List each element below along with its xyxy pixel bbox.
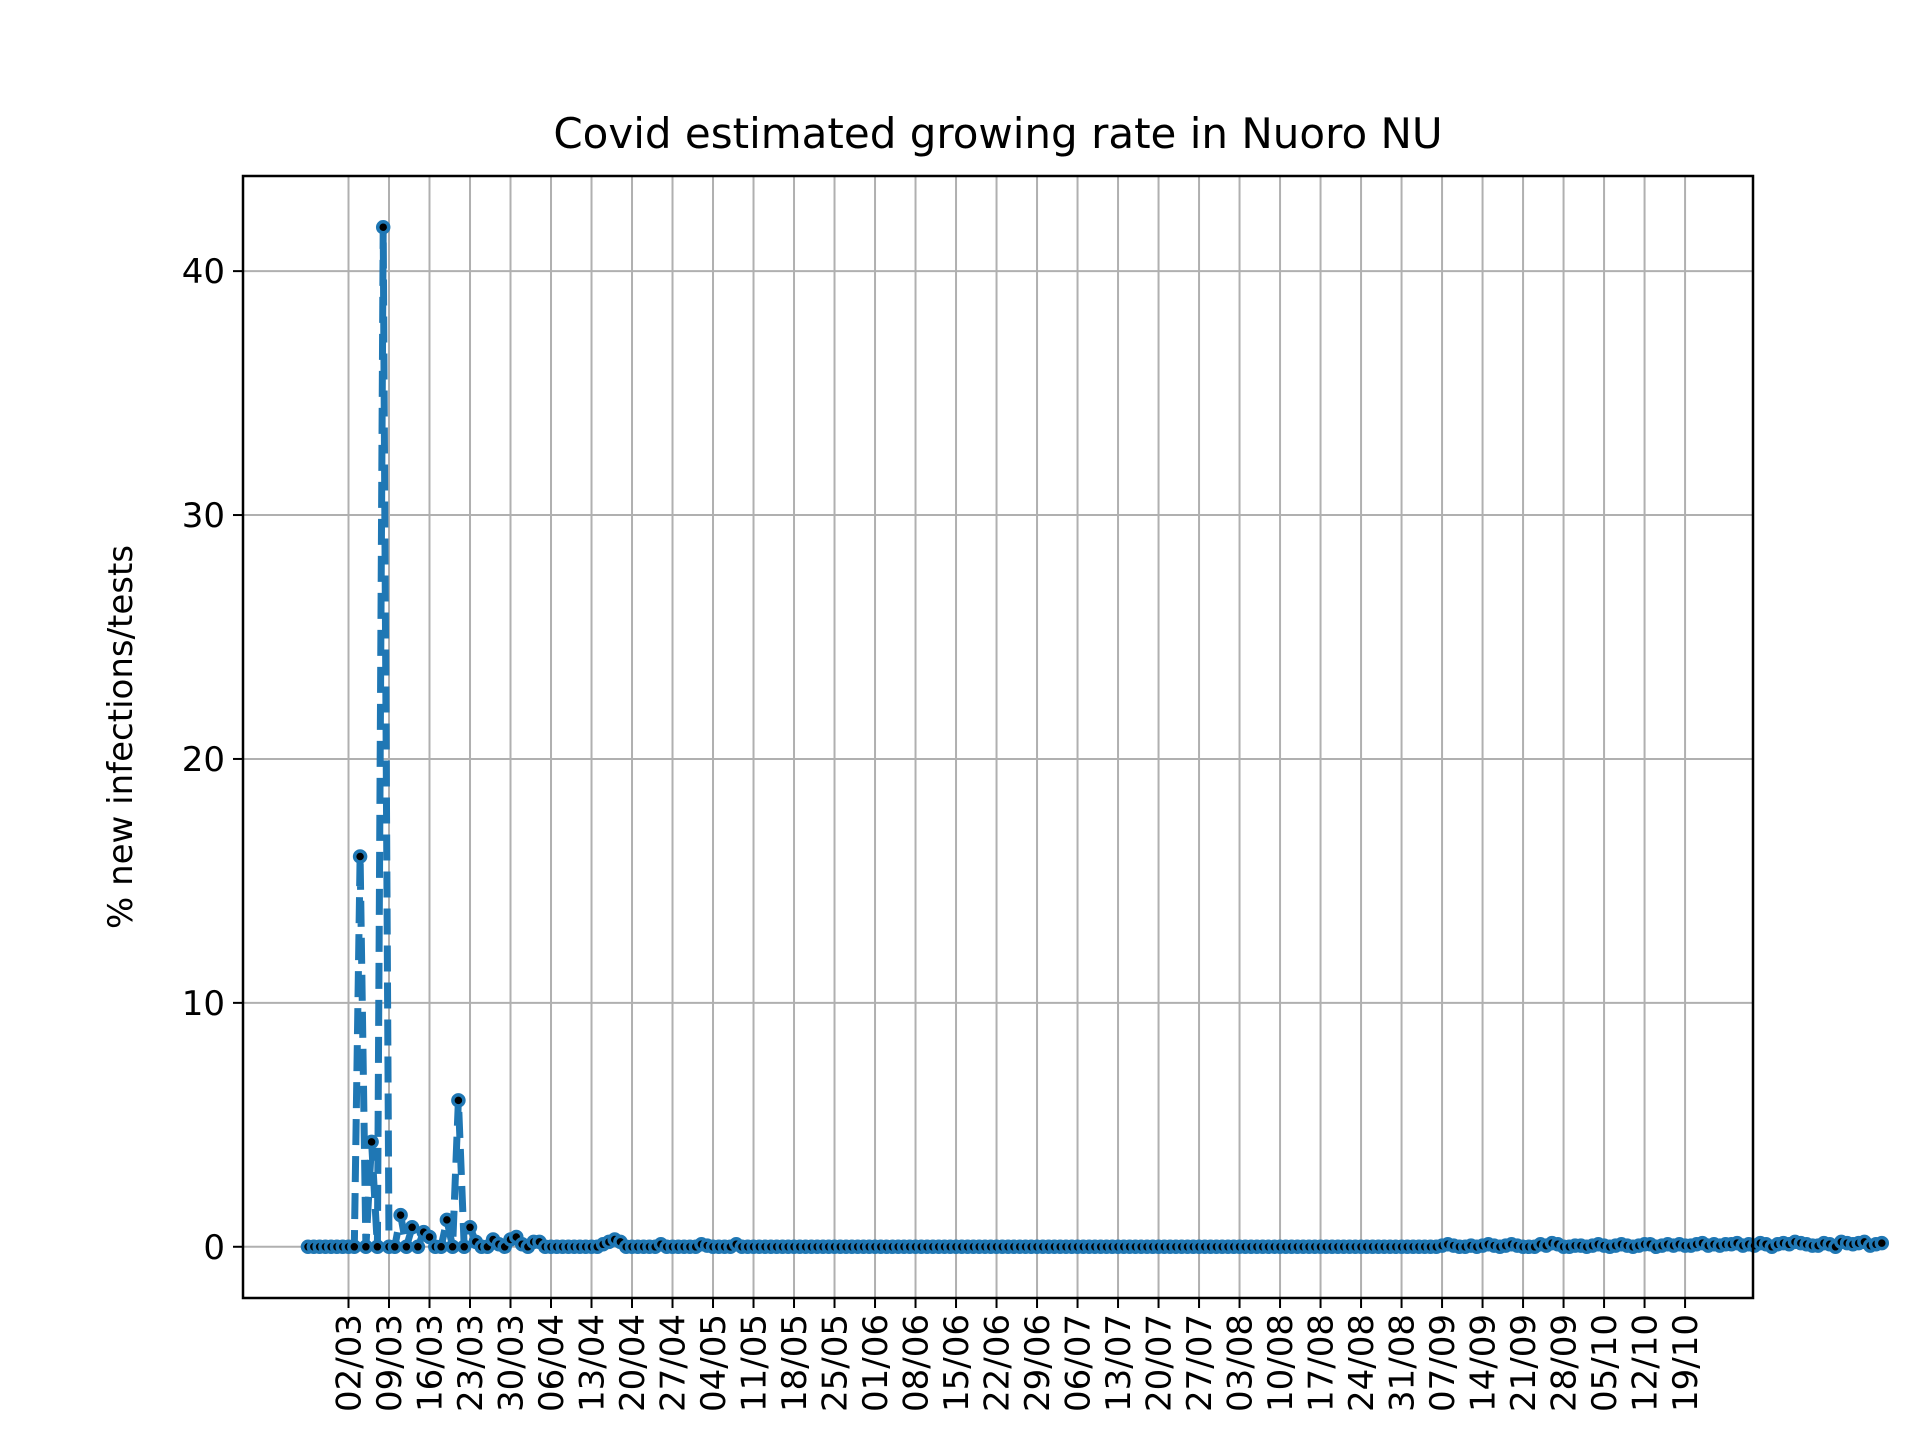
- data-point: [462, 1220, 478, 1235]
- y-tick-label: 20: [182, 740, 225, 780]
- x-tick-label: 27/07: [1180, 1314, 1220, 1412]
- x-tick-label: 02/03: [330, 1314, 370, 1412]
- plot-data: [300, 219, 1890, 1255]
- data-point: [445, 1239, 460, 1255]
- x-tick-label: 01/06: [856, 1314, 896, 1412]
- x-tick-label: 17/08: [1302, 1314, 1342, 1412]
- x-tick-label: 23/03: [451, 1314, 491, 1412]
- x-tick-label: 29/06: [1018, 1314, 1058, 1412]
- x-tick-label: 20/07: [1140, 1314, 1180, 1412]
- data-point: [352, 849, 368, 864]
- data-point: [1874, 1235, 1890, 1251]
- data-point: [404, 1220, 420, 1235]
- x-tick-label: 05/10: [1585, 1314, 1625, 1412]
- x-tick-label: 12/10: [1626, 1314, 1666, 1412]
- x-tick-label: 04/05: [694, 1314, 734, 1412]
- x-tick-label: 18/05: [775, 1314, 815, 1412]
- x-tick-label: 06/04: [532, 1314, 572, 1412]
- x-tick-label: 13/07: [1099, 1314, 1139, 1412]
- data-point: [375, 219, 391, 235]
- y-tick-label: 10: [182, 984, 225, 1024]
- data-point: [456, 1239, 472, 1255]
- y-tick-label: 0: [203, 1228, 225, 1268]
- x-tick-label: 20/04: [613, 1314, 653, 1412]
- data-point: [370, 1239, 385, 1255]
- series-line: [308, 223, 1883, 1251]
- data-point: [439, 1212, 455, 1228]
- y-tick-label: 40: [182, 252, 225, 292]
- x-tick-label: 28/09: [1545, 1314, 1585, 1412]
- grid-lines: [243, 176, 1753, 1298]
- plot-area-frame: [241, 174, 1755, 1300]
- x-tick-label: 07/09: [1423, 1314, 1463, 1412]
- data-point: [393, 1207, 408, 1223]
- x-tick-label: 11/05: [735, 1314, 775, 1412]
- data-point: [347, 1239, 362, 1255]
- x-tick-label: 30/03: [492, 1314, 532, 1412]
- y-axis-ticks: 0 10 20 30 40: [182, 252, 243, 1268]
- x-tick-label: 16/03: [411, 1314, 451, 1412]
- x-tick-label: 10/08: [1261, 1314, 1301, 1412]
- x-tick-label: 09/03: [370, 1314, 410, 1412]
- x-tick-label: 15/06: [937, 1314, 977, 1412]
- x-tick-label: 24/08: [1342, 1314, 1382, 1412]
- x-tick-label: 19/10: [1666, 1314, 1706, 1412]
- x-tick-label: 06/07: [1059, 1314, 1099, 1412]
- x-tick-label: 14/09: [1464, 1314, 1504, 1412]
- x-tick-label: 03/08: [1221, 1314, 1261, 1412]
- x-tick-label: 08/06: [897, 1314, 937, 1412]
- x-tick-label: 25/05: [816, 1314, 856, 1412]
- x-tick-label: 22/06: [978, 1314, 1018, 1412]
- chart-title: Covid estimated growing rate in Nuoro NU: [553, 109, 1442, 158]
- data-point: [410, 1239, 426, 1255]
- y-tick-label: 30: [182, 496, 225, 536]
- data-point: [451, 1093, 466, 1108]
- data-point: [364, 1134, 379, 1150]
- x-tick-label: 21/09: [1504, 1314, 1544, 1412]
- data-point: [358, 1239, 374, 1255]
- data-point: [387, 1239, 403, 1255]
- x-tick-label: 31/08: [1383, 1314, 1423, 1412]
- x-tick-label: 27/04: [654, 1314, 694, 1412]
- x-tick-label: 13/04: [573, 1314, 613, 1412]
- data-point: [433, 1239, 449, 1255]
- data-point: [399, 1239, 414, 1255]
- y-axis-label: % new infections/tests: [101, 545, 141, 929]
- x-axis-ticks: 02/03 09/03 16/03 23/03 30/03 06/04 13/04 20/04…: [330, 1298, 1706, 1412]
